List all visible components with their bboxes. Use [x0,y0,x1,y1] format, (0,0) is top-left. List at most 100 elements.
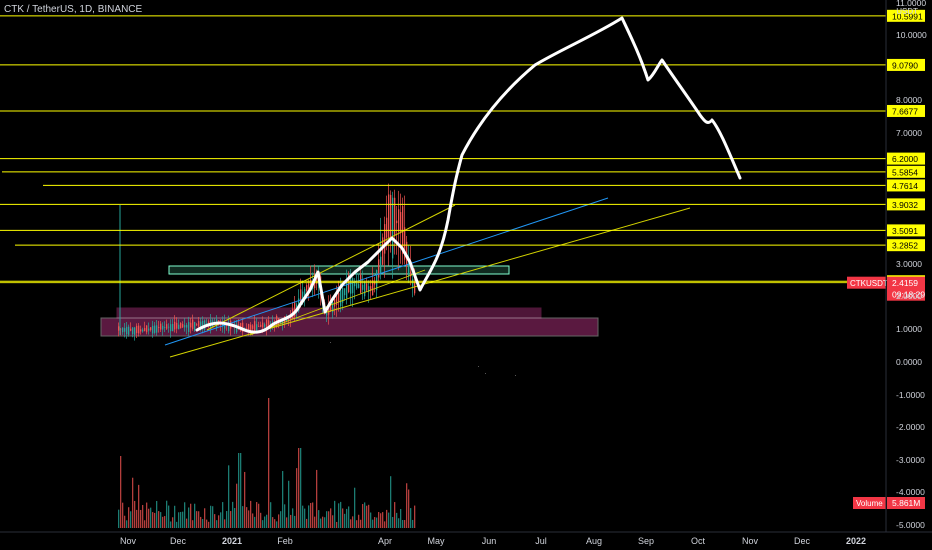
candle-body [158,327,160,329]
volume-bar [314,516,316,528]
candle-body [136,325,138,334]
volume-bar [356,520,358,528]
candle-body [392,197,394,259]
level-label: 7.6677 [892,106,918,116]
volume-bar [290,514,292,528]
channel-line-upper [206,204,456,331]
candle-body [334,298,336,307]
candle-body [400,212,402,232]
volume-bar [238,453,240,528]
volume-bar [294,515,296,528]
candle-body [166,324,168,329]
volume-bar [224,519,226,528]
candle-body [288,319,290,321]
candle-body [190,322,192,328]
volume-bar [132,477,134,528]
candle-body [268,320,270,327]
level-label: 3.9032 [892,200,918,210]
volume-bar [210,505,212,528]
level-label: 4.7614 [892,181,918,191]
price-tick: 3.0000 [896,259,922,269]
candle-body [182,324,184,328]
volume-bar [274,519,276,528]
candle-body [172,324,174,332]
volume-bar [352,516,354,528]
candle-body [262,322,264,328]
volume-bar [230,511,232,528]
price-label: 2.4159 [892,278,918,288]
volume-bar [256,502,258,528]
stray-dot [478,366,479,367]
candle-body [286,319,288,322]
volume-bar [246,507,248,528]
candle-body [186,324,188,328]
countdown-label: 09:18:29 [892,290,925,300]
volume-bar [334,500,336,528]
volume-bar [174,505,176,528]
level-badge [887,224,925,237]
volume-bar [366,505,368,528]
level-label: 5.5854 [892,167,918,177]
volume-bar [226,511,228,528]
candle-body [294,302,296,317]
volume-bar [122,502,124,528]
price-tick: 0.0000 [896,357,922,367]
horizontal-levels: 10.5991 9.0790 7.6677 6.2000 5.5854 4.7614 3.9… [0,9,925,509]
volume-bar [390,476,392,528]
price-axis: 11.0000 10.0000 8.0000 7.0000 3.0000 2.0000 1.… [885,0,927,532]
candle-body [404,227,406,260]
candle-body [258,325,260,327]
candle-body [246,328,248,330]
price-tick: -4.0000 [896,487,925,497]
candle-body [330,304,332,311]
price-tick: -1.0000 [896,390,925,400]
volume-bar [196,511,198,528]
time-axis: Nov Dec 2021 Feb Apr May Jun Jul Aug Sep Oct Nov Dec… [0,531,932,546]
candle-body [356,283,358,289]
volume-bar [216,520,218,528]
time-tick: Oct [691,536,706,546]
candle-body [168,326,170,328]
level-label: 9.0790 [892,60,918,70]
volume-value: 5.861M [892,498,920,508]
candle-body [340,290,342,307]
volume-bar [188,507,190,528]
volume-bar [292,508,294,528]
symbol-label: CTKUSDT [850,279,888,288]
candle-body [372,280,374,296]
candle-body [192,319,194,329]
volume-bar [312,502,314,528]
candle-body [374,282,376,285]
volume-bar [318,510,320,528]
price-unit: USDT [896,7,918,16]
candle-body [350,276,352,294]
candle-body [352,278,354,294]
projection-drawing [195,16,742,376]
volume-bar [392,516,394,528]
volume-bar [280,511,282,528]
volume-bar [194,503,196,528]
volume-bar [250,500,252,528]
volume-bar [182,511,184,528]
volume-bar [158,511,160,528]
volume-bar [308,505,310,528]
candle-body [174,321,176,330]
volume-bar [244,471,246,528]
candle-body [388,194,390,239]
candle-body [134,327,136,335]
volume-bar [150,507,152,528]
volume-bar [404,520,406,528]
candle-body [206,323,208,325]
candle-body [336,295,338,306]
time-tick: Nov [120,536,137,546]
level-label: 3.2852 [892,241,918,251]
candle-body [316,277,318,284]
volume-bar [192,520,194,528]
candle-body [408,259,410,277]
volume-bar [296,468,298,528]
volume-bar [262,520,264,528]
volume-bar [384,521,386,528]
volume-bar [278,514,280,528]
candle-body [362,284,364,290]
